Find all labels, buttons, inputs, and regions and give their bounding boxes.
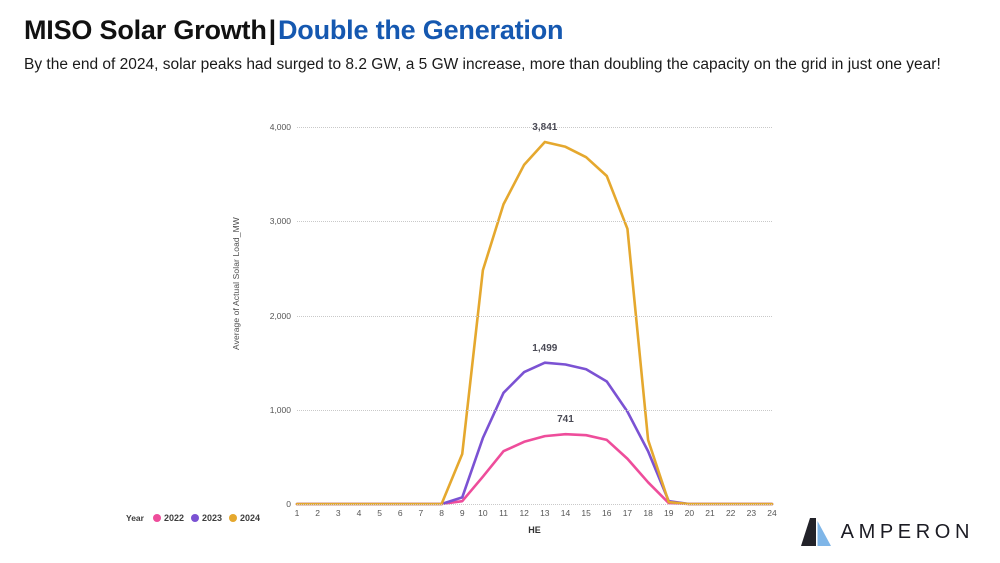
x-tick-3: 3	[335, 508, 341, 518]
header: MISO Solar Growth|Double the Generation …	[24, 15, 976, 76]
x-tick-21: 21	[705, 508, 715, 518]
y-axis-title: Average of Actual Solar Load_MW	[231, 217, 241, 350]
y-axis-tick-labels: 0 1,000 2,000 3,000 4,000	[243, 112, 291, 512]
gridline-2000	[297, 315, 772, 317]
y-tick-3000: 3,000	[269, 216, 291, 227]
x-tick-6: 6	[397, 508, 403, 518]
page-title-accent: Double the Generation	[277, 15, 564, 45]
y-tick-0: 0	[286, 499, 291, 509]
series-line-2022	[295, 432, 774, 506]
y-tick-2000: 2,000	[269, 310, 291, 321]
gridline-4000	[297, 127, 772, 128]
legend-item-2023[interactable]: 2023	[191, 513, 222, 523]
series-line-2023	[295, 361, 774, 506]
amperon-mark-icon	[800, 518, 831, 546]
x-tick-10: 10	[478, 508, 488, 518]
amperon-logo: AMPERON	[800, 518, 974, 546]
chart-legend: Year 2022 2023 2024	[126, 513, 260, 523]
x-axis-title: HE	[528, 525, 541, 535]
data-label-3841: 3,841	[532, 122, 558, 133]
page-title-separator: |	[268, 15, 277, 45]
x-tick-23: 23	[746, 508, 757, 518]
x-tick-17: 17	[622, 508, 633, 518]
gridline-1000	[297, 409, 772, 411]
data-label-1499: 1,499	[532, 342, 558, 354]
page-subtitle: By the end of 2024, solar peaks had surg…	[24, 55, 941, 73]
legend-swatch-2024	[229, 514, 238, 522]
page-title-main: MISO Solar Growth	[24, 15, 267, 45]
amperon-wordmark: AMPERON	[840, 520, 974, 543]
x-axis-tick-labels: 1 2 3 4 5 6 7 8 9 10 11 12 13 14 15 16 17 18 19 20 21 22 23 24	[294, 508, 777, 524]
solar-load-line-chart: Average of Actual Solar Load_MW 0 1,000 2,…	[0, 112, 1000, 535]
legend-label-2023: 2023	[202, 513, 223, 523]
x-tick-14: 14	[560, 508, 571, 518]
x-tick-11: 11	[499, 508, 508, 518]
x-tick-19: 19	[664, 508, 674, 518]
series-line-2024	[295, 140, 774, 506]
x-tick-2: 2	[315, 508, 321, 518]
legend-swatch-2023	[191, 514, 199, 522]
x-tick-18: 18	[643, 508, 653, 518]
legend-label-2022: 2022	[163, 513, 184, 523]
y-tick-4000: 4,000	[269, 122, 291, 132]
x-tick-22: 22	[725, 508, 736, 518]
gridline-3000	[297, 221, 772, 223]
x-tick-1: 1	[294, 508, 300, 518]
x-tick-16: 16	[602, 508, 612, 518]
gridline-0	[297, 504, 772, 505]
x-tick-5: 5	[377, 508, 382, 518]
legend-title: Year	[126, 513, 144, 523]
x-tick-20: 20	[684, 508, 695, 518]
x-tick-4: 4	[356, 508, 362, 518]
x-tick-24: 24	[767, 508, 777, 518]
x-tick-9: 9	[459, 508, 465, 518]
x-tick-7: 7	[418, 508, 424, 518]
x-tick-8: 8	[439, 508, 444, 518]
legend-item-2022[interactable]: 2022	[152, 513, 184, 523]
page-title: MISO Solar Growth|Double the Generation	[24, 15, 976, 46]
legend-item-2024[interactable]: 2024	[229, 513, 260, 523]
legend-swatch-2022	[152, 514, 161, 522]
y-tick-1000: 1,000	[269, 404, 291, 415]
legend-label-2024: 2024	[240, 513, 261, 523]
x-tick-13: 13	[540, 508, 550, 518]
x-tick-12: 12	[519, 508, 529, 518]
data-label-741: 741	[557, 414, 574, 426]
x-tick-15: 15	[581, 508, 591, 518]
plot-area: 3,841 1,499 741	[295, 122, 774, 506]
